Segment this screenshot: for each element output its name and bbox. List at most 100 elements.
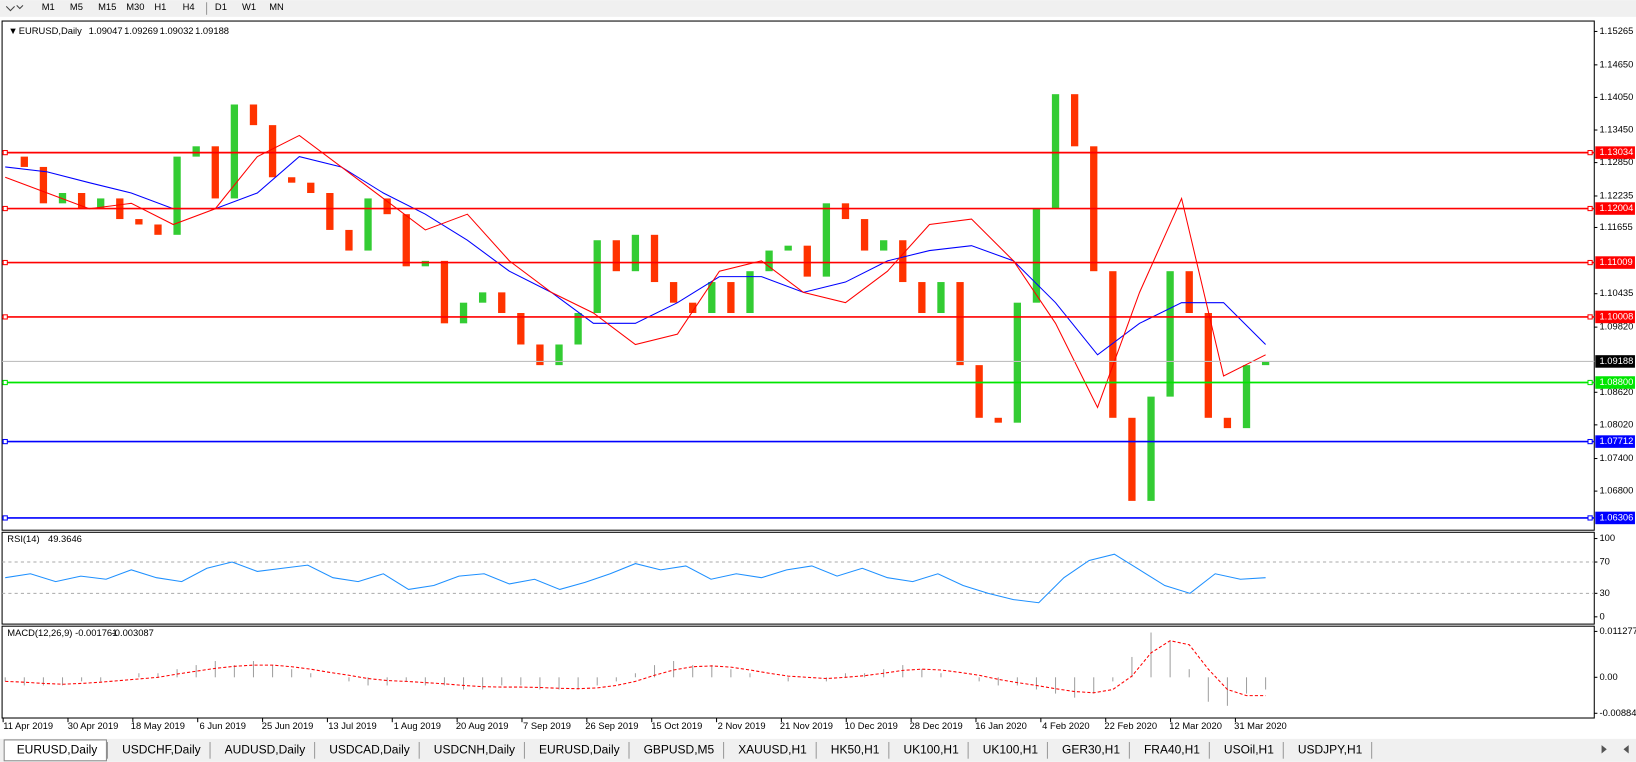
y-tick-label: 1.07400 xyxy=(1599,452,1633,463)
candle-body xyxy=(937,282,945,314)
tab[interactable]: AUDUSD,Daily xyxy=(225,743,306,757)
tab[interactable]: USDJPY,H1 xyxy=(1298,743,1363,757)
timeframe-button[interactable]: MN xyxy=(269,1,284,12)
candle-body xyxy=(650,234,659,283)
candle-body xyxy=(77,193,86,209)
level-handle[interactable] xyxy=(2,314,8,320)
candle-body xyxy=(803,245,811,277)
tab[interactable]: USDCAD,Daily xyxy=(329,743,410,757)
tab[interactable]: XAUUSD,H1 xyxy=(738,743,807,757)
y-tick-label: 1.10435 xyxy=(1599,287,1633,298)
rsi-name: RSI(14) xyxy=(7,533,39,544)
candle-body xyxy=(478,292,487,303)
timeframe-button[interactable]: D1 xyxy=(215,1,227,12)
y-tick-label: 1.09820 xyxy=(1599,321,1633,332)
level-handle[interactable] xyxy=(2,379,8,386)
level-label: 1.07712 xyxy=(1599,435,1633,446)
tab[interactable]: FRA40,H1 xyxy=(1144,743,1200,757)
macd-tick-label: -0.00884 xyxy=(1599,707,1636,718)
candle-body xyxy=(1032,208,1041,303)
timeframe-button[interactable]: H4 xyxy=(183,1,195,12)
macd-signal: -0.003087 xyxy=(112,627,154,638)
candle-body xyxy=(1223,417,1232,429)
level-handle[interactable] xyxy=(2,438,8,445)
macd-main: -0.001761 xyxy=(75,627,117,638)
level-handle[interactable] xyxy=(1587,149,1593,156)
candle-body xyxy=(1185,271,1193,314)
candle-body xyxy=(1242,365,1251,429)
tab[interactable]: EURUSD,Daily xyxy=(17,743,98,757)
x-tick-label: 13 Jul 2019 xyxy=(328,720,376,731)
candle-body xyxy=(421,260,429,267)
tab[interactable]: GER30,H1 xyxy=(1062,743,1120,757)
y-tick-label: 1.13450 xyxy=(1599,124,1633,135)
timeframe-button[interactable]: H1 xyxy=(154,1,166,12)
x-tick-label: 28 Dec 2019 xyxy=(910,720,963,731)
x-tick-label: 16 Jan 2020 xyxy=(975,720,1027,731)
tab[interactable]: EURUSD,Daily xyxy=(539,743,620,757)
tab[interactable]: USOil,H1 xyxy=(1224,743,1274,757)
candle-body xyxy=(364,198,372,251)
candle-body xyxy=(555,344,563,366)
y-tick-label: 1.14050 xyxy=(1599,91,1633,102)
tab[interactable]: UK100,H1 xyxy=(983,743,1039,757)
timeframe-button[interactable]: M30 xyxy=(126,1,144,12)
candle-body xyxy=(211,146,219,199)
y-tick-label: 1.11655 xyxy=(1599,221,1632,232)
header-arrow: ▼ xyxy=(8,25,17,36)
timeframe-button[interactable]: M15 xyxy=(98,1,116,12)
timeframe-button[interactable]: W1 xyxy=(242,1,256,12)
candle-body xyxy=(249,104,258,126)
x-tick-label: 12 Mar 2020 xyxy=(1169,720,1222,731)
level-handle[interactable] xyxy=(1587,379,1593,386)
level-handle[interactable] xyxy=(1587,515,1593,521)
candle-body xyxy=(1051,94,1060,209)
rsi-panel xyxy=(1,531,1595,625)
x-tick-label: 15 Oct 2019 xyxy=(651,720,702,731)
y-tick-label: 1.12235 xyxy=(1599,189,1633,200)
close: 1.09188 xyxy=(195,25,229,36)
candle-body xyxy=(1204,313,1212,418)
level-box xyxy=(1595,310,1635,324)
candle-body xyxy=(288,177,296,183)
level-handle[interactable] xyxy=(2,515,8,521)
level-handle[interactable] xyxy=(1587,314,1593,320)
x-tick-label: 4 Feb 2020 xyxy=(1042,720,1089,731)
rsi-value: 49.3646 xyxy=(48,533,82,544)
candle-body xyxy=(498,292,506,314)
level-box xyxy=(1595,256,1635,269)
timeframe-button[interactable]: M5 xyxy=(70,1,83,12)
x-tick-label: 22 Feb 2020 xyxy=(1104,720,1157,731)
candle-body xyxy=(689,302,697,314)
candle-body xyxy=(440,260,449,324)
main-panel xyxy=(1,20,1595,531)
candle-body xyxy=(1147,396,1155,501)
candle-body xyxy=(173,156,181,235)
level-handle[interactable] xyxy=(2,259,8,266)
x-tick-label: 25 Jun 2019 xyxy=(262,720,314,731)
level-handle[interactable] xyxy=(2,205,8,212)
tab[interactable]: UK100,H1 xyxy=(903,743,959,757)
candle-body xyxy=(612,240,620,272)
level-handle[interactable] xyxy=(1587,438,1593,445)
tab[interactable]: GBPUSD,M5 xyxy=(644,743,715,757)
level-handle[interactable] xyxy=(1587,205,1593,212)
tab[interactable]: USDCHF,Daily xyxy=(122,743,201,757)
candle-body xyxy=(574,313,582,345)
candle-body xyxy=(345,229,353,251)
tab-bar xyxy=(0,738,1636,762)
tab[interactable]: HK50,H1 xyxy=(831,743,880,757)
level-label: 1.11009 xyxy=(1599,256,1632,267)
candle-body xyxy=(880,240,888,251)
candle-body xyxy=(307,182,315,194)
timeframe-button[interactable]: M1 xyxy=(42,1,55,12)
active-tab[interactable] xyxy=(3,739,107,762)
tab[interactable]: USDCNH,Daily xyxy=(434,743,515,757)
level-box xyxy=(1595,376,1635,389)
candle-body xyxy=(631,234,640,272)
level-handle[interactable] xyxy=(2,149,8,156)
candle-body xyxy=(708,282,716,314)
level-handle[interactable] xyxy=(1587,259,1593,266)
candle-body xyxy=(860,219,869,251)
